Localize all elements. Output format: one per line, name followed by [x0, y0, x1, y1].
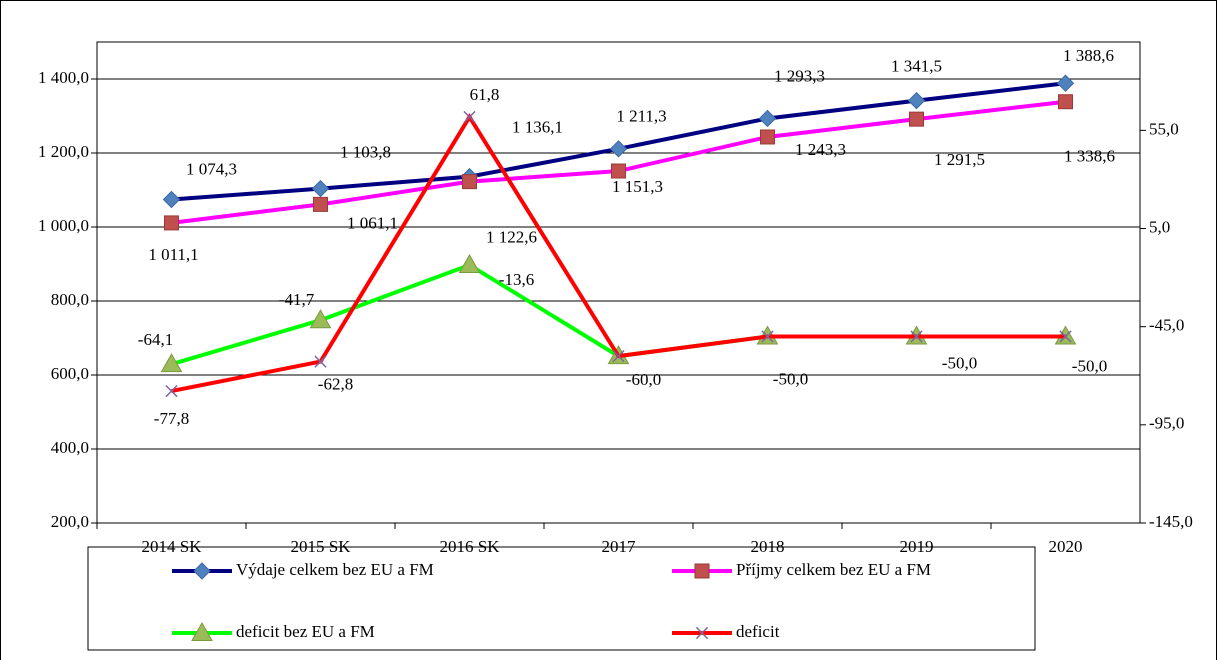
x-tick-label: 2019 — [900, 537, 934, 556]
data-point — [1056, 74, 1075, 92]
data-label: 1 338,6 — [1064, 147, 1115, 166]
data-label: 1 074,3 — [186, 159, 237, 178]
legend-label: Výdaje celkem bez EU a FM — [236, 560, 434, 579]
data-label: -64,1 — [138, 330, 173, 349]
data-point — [463, 110, 476, 124]
data-point — [165, 384, 178, 398]
y2-tick-label: -145,0 — [1149, 512, 1193, 531]
data-point — [458, 254, 481, 274]
legend-label: Příjmy celkem bez EU a FM — [736, 560, 931, 579]
data-label: -50,0 — [1072, 356, 1107, 375]
data-point — [462, 174, 477, 190]
data-label: 1 061,1 — [347, 213, 398, 232]
data-label: -77,8 — [154, 409, 189, 428]
x-tick-label: 2018 — [751, 537, 785, 556]
y-tick-label: 400,0 — [51, 438, 89, 457]
data-label: 1 243,3 — [795, 140, 846, 159]
data-label: -62,8 — [318, 375, 353, 394]
x-tick-label: 2015 SK — [291, 537, 352, 556]
data-point — [611, 163, 626, 179]
data-point — [609, 140, 628, 158]
data-label: 1 122,6 — [486, 228, 537, 247]
data-label: -50,0 — [773, 369, 808, 388]
data-point — [309, 309, 332, 329]
data-label: 1 136,1 — [512, 118, 563, 137]
data-point — [311, 179, 330, 198]
y-tick-label: 1 200,0 — [38, 142, 89, 161]
plot-area — [96, 41, 1141, 524]
data-point — [160, 353, 183, 373]
y2-tick-label: -45,0 — [1149, 316, 1184, 335]
y-tick-label: 800,0 — [51, 290, 89, 309]
x-tick-label: 2014 SK — [142, 537, 203, 556]
data-label: -41,7 — [279, 290, 315, 309]
data-point — [761, 330, 774, 343]
data-point — [907, 91, 926, 110]
legend-label: deficit bez EU a FM — [236, 622, 375, 641]
y2-tick-label: 55,0 — [1149, 119, 1179, 138]
data-label: 61,8 — [470, 85, 500, 104]
data-point — [758, 109, 777, 128]
data-point — [164, 215, 179, 231]
legend-marker — [191, 621, 213, 641]
y-tick-label: 1 000,0 — [38, 216, 89, 235]
x-tick-label: 2017 — [602, 537, 637, 556]
data-label: 1 103,8 — [340, 143, 391, 162]
y2-tick-label: 5,0 — [1149, 217, 1170, 236]
data-label: 1 011,1 — [148, 245, 198, 264]
data-point — [314, 355, 327, 368]
data-point — [910, 330, 923, 343]
x-tick-label: 2016 SK — [440, 537, 501, 556]
data-label: 1 341,5 — [891, 57, 942, 76]
data-label: 1 151,3 — [612, 177, 663, 196]
data-label: -50,0 — [942, 353, 977, 372]
y-tick-label: 600,0 — [51, 364, 89, 383]
data-label: -13,6 — [499, 270, 534, 289]
legend-marker — [694, 563, 710, 579]
data-label: 1 293,3 — [774, 66, 825, 85]
data-point — [760, 129, 775, 145]
y-tick-label: 1 400,0 — [38, 68, 89, 87]
x-tick-label: 2020 — [1049, 537, 1083, 556]
data-label: 1 291,5 — [934, 150, 985, 169]
data-point — [1058, 94, 1073, 110]
data-point — [313, 196, 328, 212]
data-point — [909, 111, 924, 127]
data-label: 1 211,3 — [616, 107, 666, 126]
data-point — [162, 190, 181, 209]
data-label: -60,0 — [626, 370, 661, 389]
legend-marker — [695, 626, 709, 640]
legend-label: deficit — [736, 622, 780, 641]
data-point — [1059, 330, 1072, 343]
legend-box — [87, 546, 1036, 651]
data-point — [612, 349, 625, 363]
y2-tick-label: -95,0 — [1149, 414, 1184, 433]
data-label: 1 388,6 — [1063, 46, 1114, 65]
legend-marker — [193, 562, 211, 580]
y-tick-label: 200,0 — [51, 512, 89, 531]
